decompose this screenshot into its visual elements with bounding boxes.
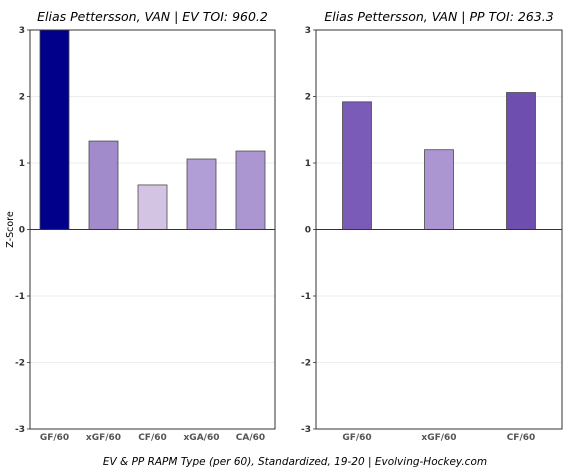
y-tick-label: 2 bbox=[19, 93, 25, 103]
panel-title: Elias Pettersson, VAN | EV TOI: 960.2 bbox=[37, 9, 268, 24]
x-tick-label: GF/60 bbox=[342, 433, 371, 443]
y-tick-label: 3 bbox=[19, 26, 25, 36]
y-tick-label: 3 bbox=[305, 26, 311, 36]
chart-panel-2: GF/60 xGF/60 CF/60 -3 -2 -1 0 1 2 3 Elias Petterss… bbox=[301, 9, 563, 443]
bar-gf-60 bbox=[39, 29, 70, 230]
bar-xgf-60 bbox=[88, 140, 119, 230]
chart-panel-1: GF/60 xGF/60 CF/60 xGA/60 CA/60 -3 -2 -1 0 1 2 3 Eli… bbox=[5, 9, 276, 443]
y-axis-label: Z-Score bbox=[5, 211, 16, 248]
x-tick-label: CA/60 bbox=[236, 433, 265, 443]
x-tick-label: xGF/60 bbox=[86, 433, 121, 443]
y-tick-label: -1 bbox=[301, 292, 311, 302]
y-tick-label: 0 bbox=[19, 226, 25, 236]
x-tick-label: xGA/60 bbox=[184, 433, 220, 443]
bar-ca-60 bbox=[235, 150, 266, 230]
y-tick-label: 1 bbox=[19, 159, 25, 169]
x-tick-label: CF/60 bbox=[507, 433, 536, 443]
x-tick-label: CF/60 bbox=[138, 433, 167, 443]
x-tick-label: GF/60 bbox=[40, 433, 69, 443]
bar-cf-60 bbox=[506, 92, 536, 230]
y-tick-label: -2 bbox=[15, 359, 25, 369]
y-tick-label: 1 bbox=[305, 159, 311, 169]
chart-panels: GF/60 xGF/60 CF/60 xGA/60 CA/60 -3 -2 -1 0 1 2 3 Eli… bbox=[5, 9, 563, 443]
bar-gf-60 bbox=[342, 101, 372, 230]
y-tick-label: -2 bbox=[301, 359, 311, 369]
bar-cf-60 bbox=[137, 184, 168, 230]
bar-xga-60 bbox=[186, 158, 217, 230]
y-tick-label: 0 bbox=[305, 226, 311, 236]
x-tick-label: xGF/60 bbox=[421, 433, 456, 443]
figure-caption: EV & PP RAPM Type (per 60), Standardized… bbox=[103, 456, 487, 468]
y-tick-label: 2 bbox=[305, 93, 311, 103]
panel-title: Elias Pettersson, VAN | PP TOI: 263.3 bbox=[324, 9, 553, 24]
y-tick-label: -3 bbox=[15, 425, 25, 435]
y-tick-label: -1 bbox=[15, 292, 25, 302]
bar-xgf-60 bbox=[424, 149, 454, 230]
y-tick-label: -3 bbox=[301, 425, 311, 435]
